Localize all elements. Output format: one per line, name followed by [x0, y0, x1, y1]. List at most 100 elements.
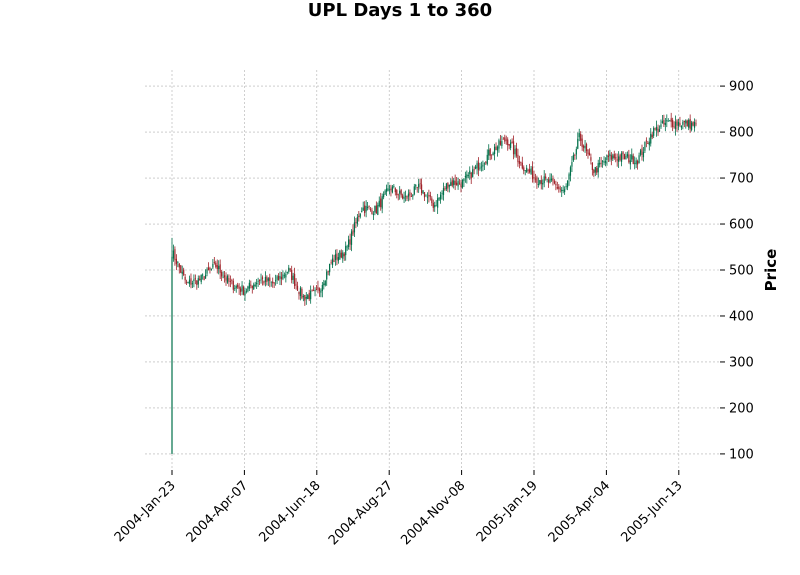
candle-body [689, 119, 691, 129]
candle-body [226, 275, 229, 283]
candle-body [666, 120, 668, 122]
candle-body [493, 146, 496, 155]
candle-body [261, 277, 264, 280]
candle-body [505, 139, 507, 141]
candle-body [251, 285, 253, 289]
candle-body [441, 192, 443, 195]
candle-body [612, 155, 614, 159]
candle-body [486, 154, 488, 165]
candle-body [594, 167, 596, 173]
candle-body [331, 258, 334, 266]
candle-body [454, 180, 456, 185]
candle-body [197, 278, 199, 285]
candle-body [209, 268, 211, 270]
candle-body [266, 276, 268, 283]
candle-body [597, 163, 599, 173]
candle-body [682, 121, 684, 125]
candle-body [628, 154, 630, 163]
candle-body [232, 280, 234, 290]
candle-body [434, 205, 436, 208]
candle-body [450, 182, 452, 186]
candle-body [294, 273, 296, 286]
candle-body [542, 182, 544, 185]
candle-body [610, 155, 612, 160]
candle-body [453, 180, 455, 186]
candle-body [280, 276, 283, 280]
candle-body [530, 168, 532, 175]
candle-body [650, 133, 652, 144]
candle-body [355, 222, 357, 223]
candle-body [372, 213, 375, 215]
candle-body [183, 269, 185, 275]
candle-body [507, 139, 509, 146]
candle-body [181, 271, 183, 274]
candle-body [412, 194, 414, 197]
candle-body [644, 141, 646, 151]
candle-body [180, 265, 182, 273]
candle-body [511, 141, 513, 144]
candle-body [191, 283, 194, 285]
candle-body [410, 196, 412, 197]
candle-body [540, 180, 542, 184]
candle-body [419, 183, 421, 185]
candle-body [345, 245, 347, 256]
candle-body [642, 151, 645, 158]
candle-body [288, 267, 290, 272]
x-tick-label: 2005-Jun-13 [618, 478, 685, 545]
candle-body [634, 162, 636, 164]
candle-body [277, 276, 280, 281]
candle-body [479, 167, 481, 169]
candle-body [185, 281, 188, 283]
candle-body [193, 279, 195, 282]
candle-body [679, 123, 681, 126]
candle-body [648, 141, 650, 146]
candle-body [669, 120, 671, 122]
y-tick-label: 100 [729, 447, 754, 462]
candle-body [546, 178, 548, 180]
candle-body [480, 166, 483, 168]
candle-body [515, 148, 518, 156]
candle-body [286, 272, 288, 273]
candle-body [606, 155, 608, 160]
candle-body [539, 180, 541, 184]
candle-body [558, 186, 560, 189]
candle-body [225, 277, 227, 281]
candle-body [394, 188, 396, 193]
candle-body [571, 162, 573, 167]
candle-body [295, 284, 297, 286]
candle-body [686, 120, 688, 127]
candle-body [616, 159, 618, 161]
candle-body [196, 280, 198, 286]
candle-body [311, 289, 313, 291]
candle-body [244, 291, 246, 296]
candle-body [302, 296, 304, 298]
candle-body [466, 174, 468, 178]
candle-body [590, 157, 592, 161]
candle-body [418, 184, 420, 188]
candle-body [583, 145, 585, 148]
candle-body [491, 154, 493, 156]
candle-body [245, 290, 248, 292]
candle-body [683, 120, 685, 123]
candle-body [458, 182, 461, 184]
candle-body [403, 196, 405, 199]
candle-body [187, 281, 189, 284]
candle-body [549, 178, 551, 183]
candle-body [260, 279, 262, 281]
candle-body [555, 183, 557, 186]
candle-body [470, 172, 472, 179]
candle-body [329, 263, 331, 273]
candle-body [409, 192, 411, 196]
candle-body [390, 188, 392, 191]
candle-body [385, 188, 388, 192]
candle-body [378, 200, 380, 207]
candle-body [388, 189, 391, 191]
candle-body [222, 276, 224, 278]
candle-body [518, 161, 520, 164]
candle-body [291, 269, 293, 281]
candle-body [447, 182, 449, 189]
candle-body [318, 288, 321, 292]
candle-body [626, 154, 628, 157]
candle-body [619, 154, 621, 161]
